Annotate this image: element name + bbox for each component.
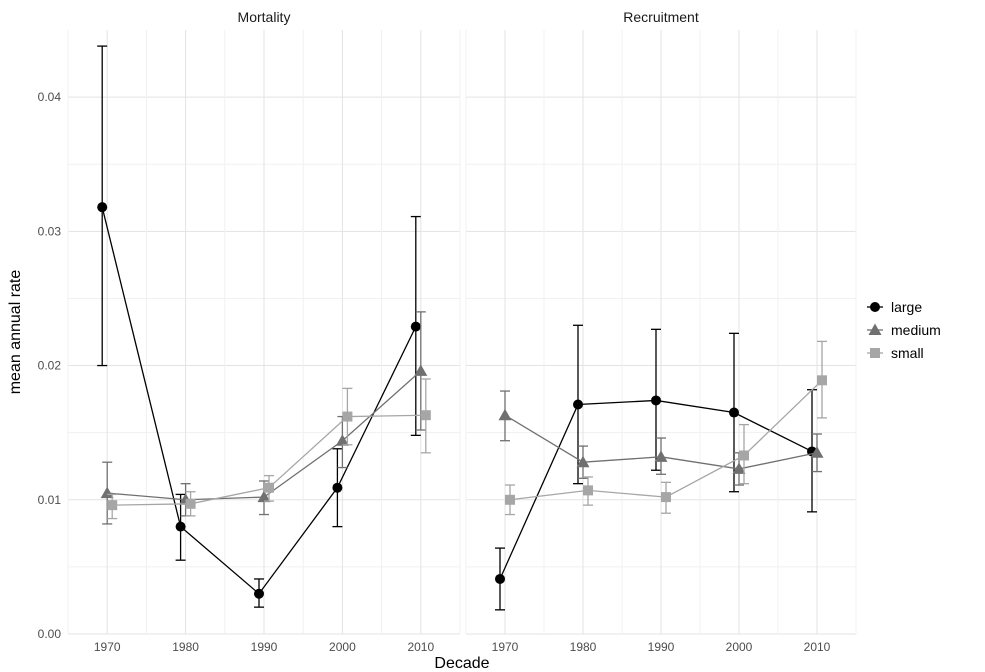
- panel-grid-2: [465, 30, 857, 635]
- data-point: [420, 410, 431, 421]
- x-tick-label: 1970: [94, 640, 121, 654]
- data-point: [414, 364, 428, 376]
- data-point: [107, 500, 118, 511]
- series-large-recruitment: [495, 324, 817, 611]
- x-tick-label: 2000: [726, 640, 753, 654]
- data-point: [651, 395, 661, 406]
- data-point: [573, 399, 583, 410]
- series-medium-recruitment: [498, 390, 824, 486]
- legend-label: small: [891, 345, 924, 361]
- series-large-mortality: [97, 45, 421, 608]
- data-point: [342, 411, 353, 422]
- panel-grid-1: [67, 30, 461, 635]
- data-point: [495, 573, 505, 584]
- x-tick-label: 1990: [251, 640, 278, 654]
- data-point: [661, 492, 671, 503]
- x-tick-label: 1980: [570, 640, 597, 654]
- legend-marker: [870, 348, 880, 358]
- x-tick-label: 1980: [172, 640, 199, 654]
- panel-titles: Mortality Recruitment: [238, 9, 699, 25]
- x-tick-label: 1970: [492, 640, 519, 654]
- data-point: [732, 462, 746, 474]
- data-point: [505, 494, 515, 505]
- y-tick-label: 0.00: [38, 627, 62, 641]
- data-point: [583, 485, 593, 496]
- data-point: [332, 482, 343, 493]
- y-tick-label: 0.04: [38, 90, 62, 104]
- x-axis-title: Decade: [434, 655, 489, 672]
- data-point: [729, 407, 739, 418]
- data-point: [257, 490, 271, 503]
- data-point: [739, 450, 749, 461]
- legend-item-medium: medium: [867, 322, 941, 338]
- data-point: [817, 375, 827, 386]
- data-point: [264, 482, 274, 493]
- data-point: [97, 202, 108, 213]
- x-axis-ticks: 1970 1980 1990 2000 2010 1970 1980 1990 2000 2010: [94, 640, 831, 654]
- x-tick-label: 2010: [407, 640, 434, 654]
- x-tick-label: 2010: [804, 640, 831, 654]
- data-point: [335, 434, 349, 446]
- data-point: [810, 446, 824, 458]
- y-axis-ticks: 0.00 0.01 0.02 0.03 0.04: [38, 90, 62, 641]
- x-tick-label: 1990: [648, 640, 675, 654]
- legend-label: medium: [891, 322, 941, 338]
- legend-marker: [870, 302, 880, 312]
- panel-title-mortality: Mortality: [238, 9, 291, 25]
- series-medium-mortality: [100, 311, 428, 525]
- legend-item-large: large: [867, 299, 922, 315]
- data-point: [100, 486, 114, 499]
- legend-item-small: small: [867, 345, 924, 361]
- data-point: [185, 498, 196, 509]
- x-tick-label: 2000: [329, 640, 356, 654]
- y-tick-label: 0.02: [38, 359, 62, 373]
- series-small-mortality: [107, 378, 431, 520]
- series-line: [101, 207, 417, 595]
- y-axis-title: mean annual rate: [7, 270, 24, 395]
- data-layer: [97, 45, 827, 611]
- data-point: [410, 321, 421, 332]
- y-tick-label: 0.01: [38, 493, 62, 507]
- data-point: [175, 521, 186, 532]
- y-tick-label: 0.03: [38, 224, 62, 238]
- data-point: [498, 408, 512, 421]
- grid-layer: [67, 30, 857, 635]
- legend-label: large: [891, 299, 922, 315]
- legend: large medium small: [867, 299, 941, 361]
- panel-title-recruitment: Recruitment: [623, 9, 699, 25]
- data-point: [576, 455, 590, 468]
- series-small-recruitment: [505, 340, 827, 516]
- data-point: [654, 450, 668, 462]
- legend-marker: [868, 323, 882, 335]
- data-point: [254, 588, 264, 599]
